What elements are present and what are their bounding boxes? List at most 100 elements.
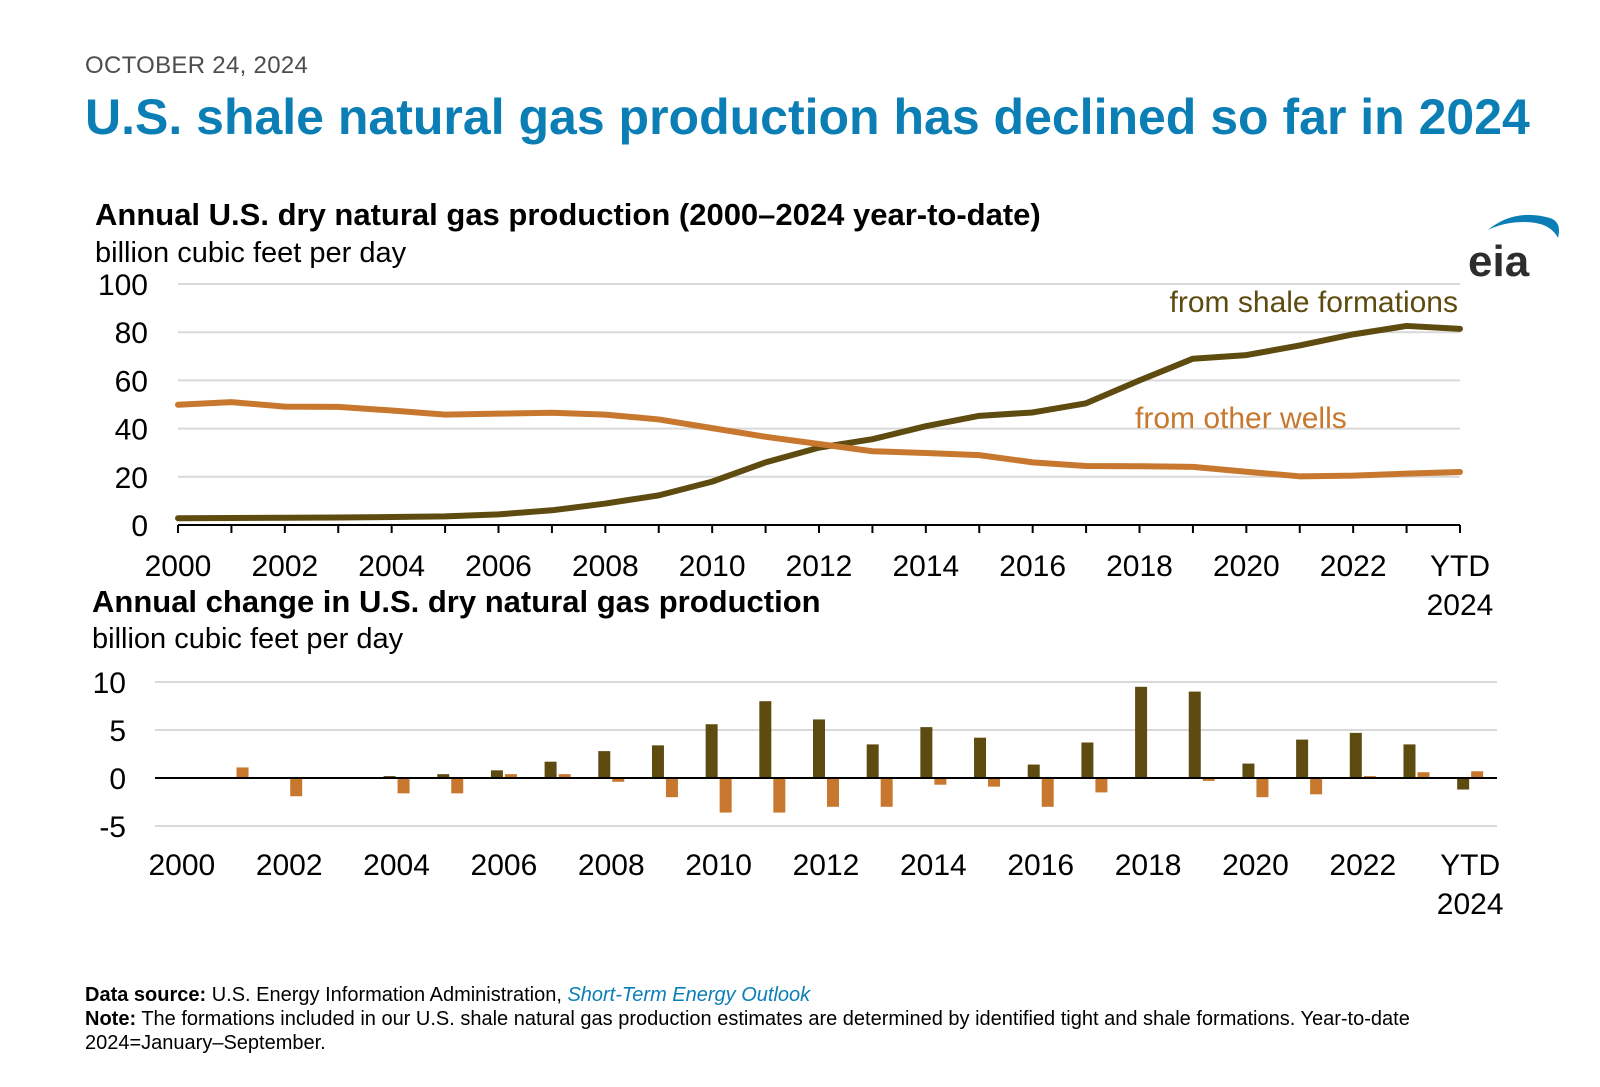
- other-wells-change-bar: [612, 778, 625, 782]
- shale-change-bar: [759, 701, 772, 778]
- y-tick-label: 10: [93, 667, 126, 700]
- other-wells-change-bar: [397, 778, 410, 794]
- x-tick-label: 2014: [892, 550, 959, 583]
- other-wells-change-bar: [1471, 771, 1484, 778]
- other-wells-change-bar: [1256, 778, 1269, 798]
- y-tick-label: 60: [115, 365, 148, 398]
- other-wells-series-label: from other wells: [1135, 402, 1347, 435]
- publication-date: OCTOBER 24, 2024: [85, 52, 309, 79]
- shale-change-bar: [1242, 763, 1255, 778]
- other-wells-change-bar: [880, 778, 893, 807]
- data-source-label: Data source:: [85, 984, 207, 1006]
- x-tick-label: 2002: [256, 849, 323, 882]
- footer: Data source: U.S. Energy Information Adm…: [85, 983, 1545, 1055]
- shale-change-bar: [1296, 739, 1309, 778]
- x-tick-label: YTD: [1440, 849, 1500, 882]
- x-tick-label: YTD: [1430, 550, 1490, 583]
- shale-change-bar: [1081, 742, 1094, 778]
- shale-series-label: from shale formations: [1170, 286, 1458, 319]
- shale-change-bar: [490, 770, 503, 778]
- other-wells-change-bar: [236, 767, 249, 778]
- x-tick-label: 2024: [1437, 888, 1504, 921]
- x-tick-label: 2020: [1213, 550, 1280, 583]
- x-tick-label: 2008: [572, 550, 639, 583]
- x-tick-label: 2002: [251, 550, 318, 583]
- x-tick-label: 2006: [471, 849, 538, 882]
- other-wells-change-bar: [1095, 778, 1108, 793]
- shale-change-bar: [1135, 686, 1148, 778]
- x-tick-label: 2010: [685, 849, 752, 882]
- headline: U.S. shale natural gas production has de…: [85, 89, 1530, 145]
- shale-change-bar: [1027, 764, 1040, 778]
- other-wells-change-bar: [934, 778, 947, 785]
- y-tick-label: 80: [115, 317, 148, 350]
- x-tick-label: 2016: [1007, 849, 1074, 882]
- y-tick-label: -5: [99, 811, 126, 844]
- bottom-chart-title: Annual change in U.S. dry natural gas pr…: [92, 584, 821, 619]
- x-tick-label: 2008: [578, 849, 645, 882]
- shale-change-bar: [866, 744, 879, 778]
- shale-change-bar: [974, 737, 987, 778]
- x-tick-label: 2022: [1329, 849, 1396, 882]
- bottom-chart-unit-label: billion cubic feet per day: [92, 623, 404, 655]
- data-source-line: Data source: U.S. Energy Information Adm…: [85, 983, 1545, 1007]
- shale-change-bar: [1457, 778, 1470, 790]
- other-wells-change-bar: [558, 774, 571, 778]
- x-tick-label: 2004: [358, 550, 425, 583]
- top-chart: 0 20 40 60 80 100 2000 2002 2004 2006 2008 2010 2012…: [98, 270, 1494, 622]
- data-source-link[interactable]: Short-Term Energy Outlook: [567, 984, 811, 1006]
- y-tick-label: 40: [115, 414, 148, 447]
- x-tick-label: 2022: [1320, 550, 1387, 583]
- shale-change-bar: [1188, 691, 1201, 778]
- x-tick-label: 2000: [148, 849, 215, 882]
- x-tick-label: 2012: [793, 849, 860, 882]
- shale-change-bar: [1403, 744, 1416, 778]
- other-wells-change-bar: [827, 778, 839, 807]
- shale-change-bar: [598, 751, 611, 778]
- x-tick-label: 2018: [1106, 550, 1173, 583]
- y-tick-label: 100: [98, 270, 148, 302]
- other-wells-change-bar: [665, 778, 678, 798]
- x-tick-label: 2014: [900, 849, 967, 882]
- other-wells-change-bar: [988, 778, 1001, 787]
- other-wells-change-bar: [451, 778, 464, 794]
- other-wells-change-bar: [504, 774, 517, 778]
- y-tick-label: 20: [115, 462, 148, 495]
- shale-series-line: [175, 322, 1463, 522]
- x-tick-label: 2004: [363, 849, 430, 882]
- shale-change-bar: [437, 774, 450, 778]
- other-wells-change-bar: [719, 778, 732, 813]
- eia-logo-icon[interactable]: eia: [1466, 210, 1566, 286]
- data-source-text: U.S. Energy Information Administration,: [211, 984, 562, 1006]
- x-tick-label: 2020: [1222, 849, 1289, 882]
- other-wells-change-bar: [1041, 778, 1054, 807]
- shale-change-bar: [544, 761, 557, 778]
- x-tick-label: 2000: [145, 550, 212, 583]
- top-chart-title: Annual U.S. dry natural gas production (…: [95, 197, 1041, 232]
- note-text: The formations included in our U.S. shal…: [85, 1008, 1410, 1054]
- y-tick-label: 0: [131, 510, 148, 543]
- bottom-chart: -5 0 5 10 2000 2002 2004 2006 2008 2010 2012 2014 20…: [93, 667, 1504, 921]
- shale-change-bar: [1349, 732, 1362, 778]
- x-tick-label: 2010: [679, 550, 746, 583]
- x-tick-label: 2006: [465, 550, 532, 583]
- other-wells-series-line: [175, 399, 1463, 480]
- other-wells-change-bar: [1310, 778, 1323, 795]
- top-chart-unit-label: billion cubic feet per day: [95, 237, 407, 269]
- shale-change-bar: [705, 724, 718, 778]
- other-wells-change-bar: [1202, 778, 1215, 781]
- shale-change-bar: [920, 727, 933, 778]
- x-tick-label: 2016: [999, 550, 1066, 583]
- y-tick-label: 5: [109, 715, 126, 748]
- y-tick-label: 0: [109, 763, 126, 796]
- eia-logo-text: eia: [1468, 237, 1530, 280]
- shale-change-bar: [651, 745, 664, 778]
- shale-change-bar: [813, 719, 825, 778]
- other-wells-change-bar: [290, 778, 303, 797]
- other-wells-change-bar: [773, 778, 786, 813]
- note-line: Note: The formations included in our U.S…: [85, 1007, 1545, 1055]
- x-tick-label: 2024: [1427, 589, 1494, 622]
- x-tick-label: 2012: [786, 550, 853, 583]
- note-label: Note:: [85, 1008, 137, 1030]
- other-wells-change-bar: [1417, 772, 1430, 778]
